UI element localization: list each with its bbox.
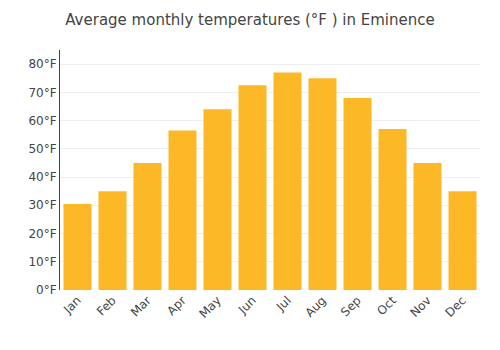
svg-text:Feb: Feb <box>94 293 119 318</box>
svg-text:Aug: Aug <box>302 293 328 319</box>
svg-text:Jan: Jan <box>60 293 84 317</box>
svg-text:Dec: Dec <box>443 293 469 319</box>
svg-text:70°F: 70°F <box>28 86 56 100</box>
svg-text:80°F: 80°F <box>28 57 56 71</box>
svg-text:Sep: Sep <box>338 293 364 319</box>
svg-text:Nov: Nov <box>407 293 433 319</box>
svg-text:Oct: Oct <box>374 293 399 318</box>
svg-text:Mar: Mar <box>128 293 154 319</box>
svg-text:40°F: 40°F <box>28 170 56 184</box>
svg-text:Jul: Jul <box>273 293 294 314</box>
svg-text:10°F: 10°F <box>28 255 56 269</box>
svg-text:50°F: 50°F <box>28 142 56 156</box>
svg-text:Jun: Jun <box>235 293 259 317</box>
svg-text:0°F: 0°F <box>36 283 57 297</box>
svg-text:May: May <box>196 293 223 320</box>
svg-text:20°F: 20°F <box>28 227 56 241</box>
svg-text:Apr: Apr <box>164 293 189 318</box>
svg-text:Average monthly temperatures (: Average monthly temperatures (°F ) in Em… <box>65 11 435 29</box>
svg-text:60°F: 60°F <box>28 114 56 128</box>
svg-text:30°F: 30°F <box>28 198 56 212</box>
